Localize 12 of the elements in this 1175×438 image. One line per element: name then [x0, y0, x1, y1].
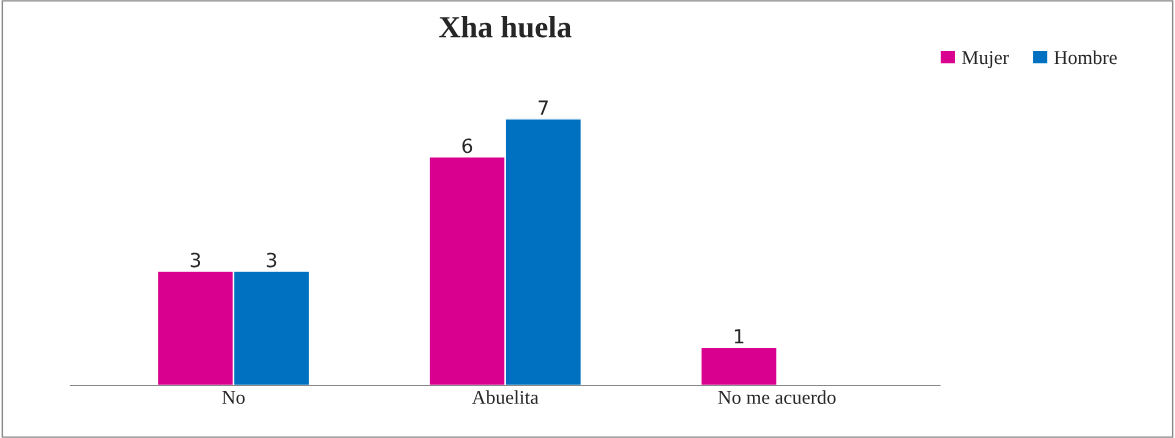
x-tick-label: No me acuerdo [718, 390, 836, 404]
bar [700, 346, 778, 386]
x-tick-label: Abuelita [471, 390, 539, 404]
legend-label: Hombre [1054, 50, 1117, 65]
chart-title: Xha huela [439, 15, 572, 38]
legend-label: Mujer [962, 51, 1009, 69]
x-tick-label: No [222, 391, 245, 404]
data-label: 1 [734, 329, 744, 344]
data-label: 6 [462, 138, 473, 154]
data-label: 3 [266, 252, 277, 268]
data-label: 3 [190, 252, 201, 268]
data-label: 7 [538, 100, 548, 115]
